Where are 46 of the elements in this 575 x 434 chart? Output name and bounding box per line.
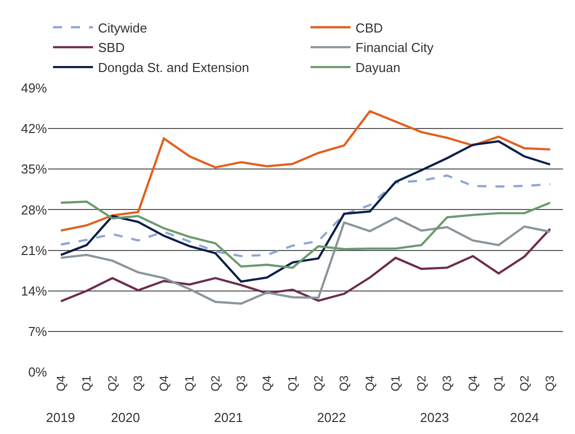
y-tick-label: 0% (28, 364, 48, 380)
y-tick-label: 49% (20, 80, 48, 96)
line-series (60, 216, 552, 305)
x-tick-label: Q4 (466, 375, 480, 392)
x-tick-label: Q3 (131, 375, 146, 392)
text: 2019 (46, 410, 75, 425)
x-tick-label: Q2 (105, 375, 120, 392)
x-tick-label: Q4 (54, 375, 68, 392)
x-tick-label: Q3 (337, 375, 352, 392)
y-tick-label: 42% (20, 121, 48, 136)
x-tick-label: Q3 (234, 375, 248, 392)
x-tick-label: Q1 (182, 375, 197, 392)
x-tick-label: Q4 (156, 375, 171, 392)
x-tick-label: Q1 (388, 375, 403, 392)
legend-label: Citywide (98, 20, 148, 36)
text: 2024 (510, 410, 539, 425)
line-series (60, 140, 552, 283)
y-tick-label: 35% (20, 162, 48, 177)
x-tick-label: Q1 (492, 375, 506, 392)
x-tick-label: Q2 (311, 375, 326, 392)
y-tick-label: 21% (20, 242, 48, 258)
text: 2020 (111, 410, 140, 425)
line-series (60, 200, 552, 269)
line-series (60, 174, 552, 258)
text: 2022 (317, 410, 346, 425)
legend-label: Dayuan (356, 60, 400, 76)
text: 2021 (214, 410, 243, 425)
x-tick-label: Q2 (517, 375, 532, 392)
x-tick-label: Q2 (414, 375, 428, 392)
line-series (60, 110, 552, 232)
legend-label: Financial City (356, 40, 434, 56)
x-tick-label: Q4 (260, 375, 274, 392)
x-tick-label: Q4 (362, 375, 377, 392)
x-tick-label: Q3 (440, 375, 454, 392)
x-tick-label: Q2 (208, 375, 222, 392)
x-tick-label: Q1 (286, 375, 300, 392)
legend-label: SBD (98, 40, 125, 56)
x-tick-label: Q1 (80, 375, 94, 392)
legend-label: Dongda St. and Extension (98, 60, 250, 76)
y-tick-label: 28% (20, 202, 48, 218)
line-series (60, 228, 552, 302)
y-tick-label: 7% (28, 324, 48, 339)
x-tick-label: Q3 (543, 375, 558, 392)
text: 2023 (420, 410, 449, 425)
legend-label: CBD (356, 20, 383, 36)
y-tick-label: 14% (20, 283, 48, 298)
